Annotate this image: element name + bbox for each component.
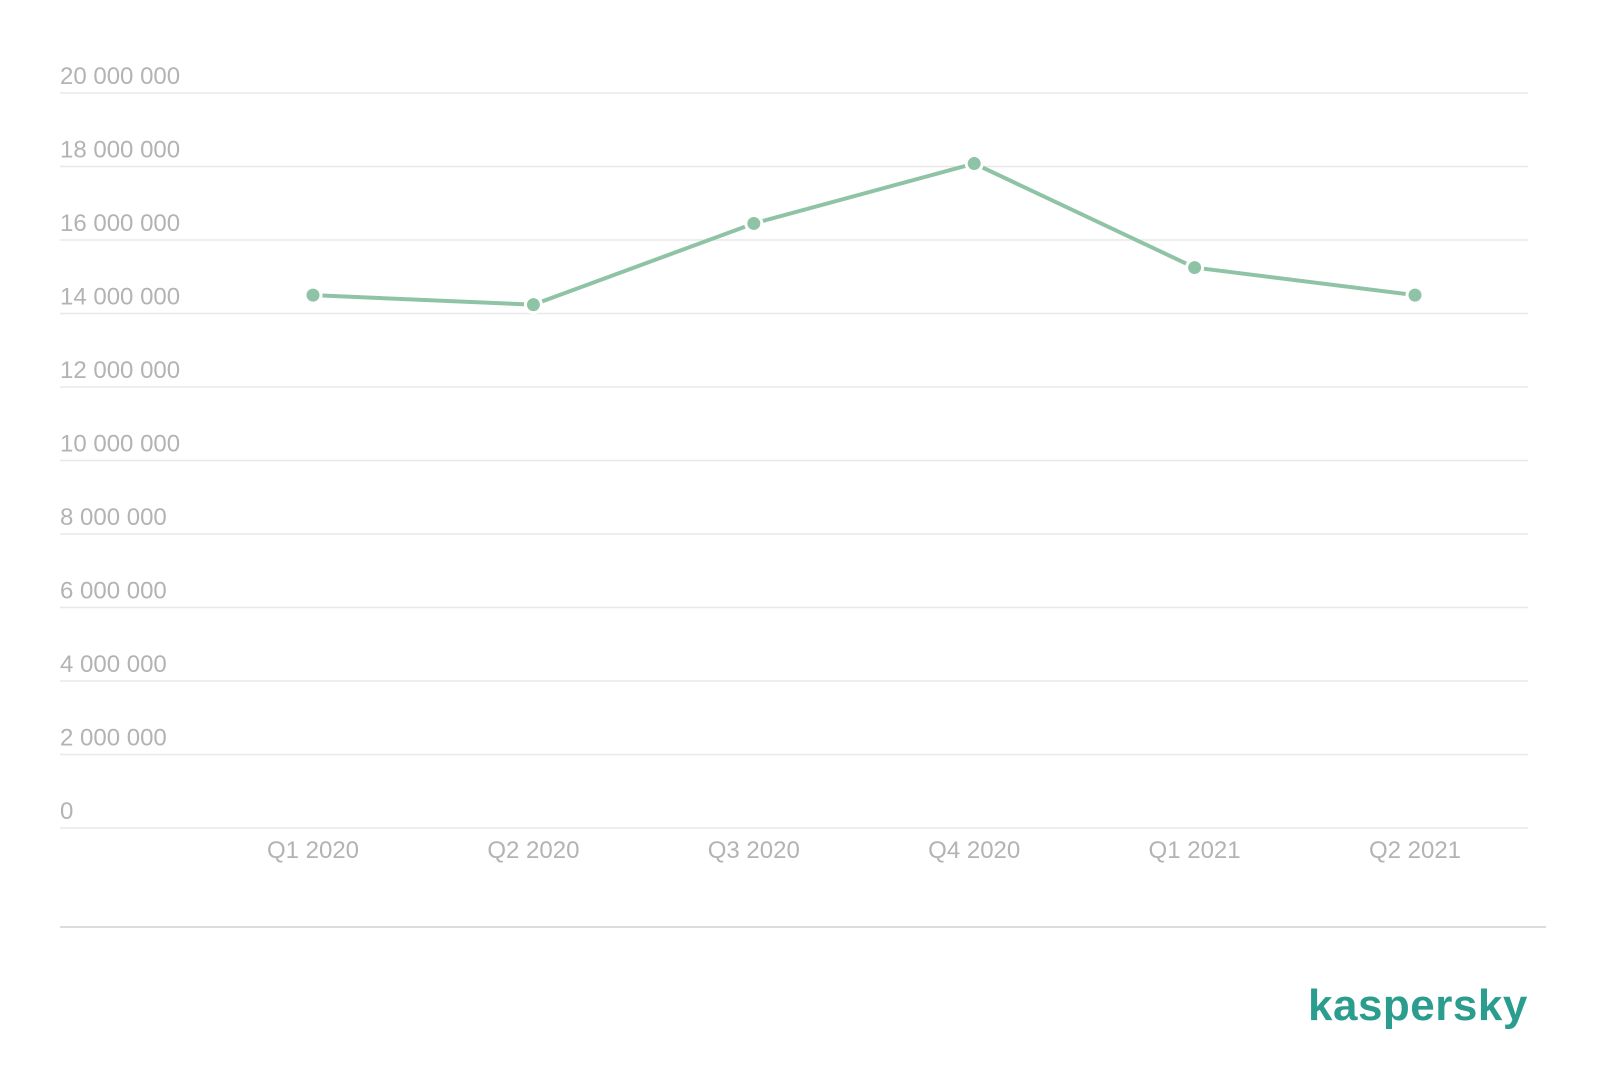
x-tick-label: Q2 2020 (487, 837, 579, 864)
y-tick-label: 0 (60, 798, 73, 825)
series (303, 154, 1425, 315)
x-tick-label: Q1 2020 (267, 837, 359, 864)
series-line (311, 161, 1417, 307)
y-tick-label: 14 000 000 (60, 284, 180, 311)
x-axis-ticks: Q1 2020 Q2 2020 Q3 2020 Q4 2020 Q1 2021 Q2 20… (267, 837, 1461, 864)
data-point (303, 285, 323, 305)
y-tick-label: 12 000 000 (60, 357, 180, 384)
y-tick-label: 20 000 000 (60, 63, 180, 90)
y-axis-ticks: 0 2 000 000 4 000 000 6 000 000 8 000 000 10 … (60, 63, 180, 825)
data-point (1405, 285, 1425, 305)
y-tick-label: 16 000 000 (60, 210, 180, 237)
data-point (1185, 258, 1205, 278)
line-chart: 0 2 000 000 4 000 000 6 000 000 8 000 000 10 … (60, 63, 1528, 864)
data-point (523, 295, 543, 315)
data-point (964, 154, 984, 174)
y-tick-label: 8 000 000 (60, 504, 167, 531)
y-tick-label: 10 000 000 (60, 431, 180, 458)
y-tick-label: 2 000 000 (60, 725, 167, 752)
data-point (744, 213, 764, 233)
y-tick-label: 6 000 000 (60, 578, 167, 605)
footer-divider (60, 926, 1546, 928)
x-tick-label: Q4 2020 (928, 837, 1020, 864)
y-tick-label: 18 000 000 (60, 137, 180, 164)
x-tick-label: Q3 2020 (708, 837, 800, 864)
gridlines (60, 92, 1528, 829)
y-tick-label: 4 000 000 (60, 651, 167, 678)
x-tick-label: Q2 2021 (1369, 837, 1461, 864)
x-tick-label: Q1 2021 (1149, 837, 1241, 864)
kaspersky-logo: kaspersky (1308, 981, 1528, 1030)
brand-logo: kaspersky (1308, 976, 1528, 1036)
